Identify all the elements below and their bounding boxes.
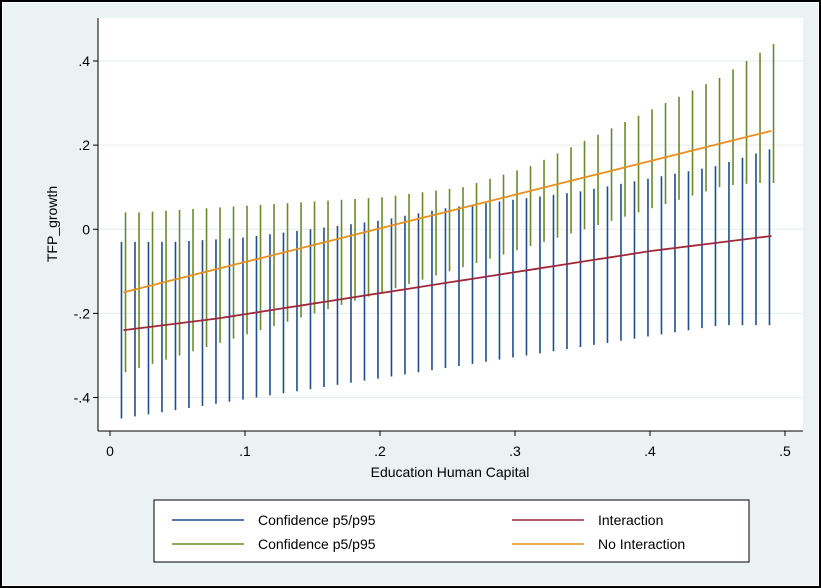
x-tick-label: .3 [509,443,521,459]
series-lines [123,129,772,332]
y-tick-label: -.2 [74,305,91,321]
x-tick-label: .1 [239,443,251,459]
y-tick-label: -.4 [74,390,91,406]
legend-label: Confidence p5/p95 [258,512,376,528]
legend: Confidence p5/p95 Interaction Confidence p… [153,499,750,563]
x-tick-label: .5 [779,443,791,459]
y-tick-label: .4 [78,53,90,69]
y-tick-label: 0 [82,221,90,237]
legend-label: Interaction [598,512,663,528]
x-tick-label: .4 [644,443,656,459]
no-interaction-line [123,129,772,294]
plot-area [98,18,803,431]
legend-item: Confidence p5/p95 [172,536,376,552]
y-tick-label: .2 [78,137,90,153]
interaction-line [123,235,772,332]
legend-label: Confidence p5/p95 [258,536,376,552]
legend-item: Interaction [512,512,663,528]
legend-item: Confidence p5/p95 [172,512,376,528]
legend-label: No Interaction [598,536,685,552]
x-tick-label: 0 [106,443,114,459]
y-axis: -.4 -.2 0 .2 .4 [74,18,99,431]
legend-box [153,499,750,563]
x-tick-label: .2 [374,443,386,459]
confidence-range-series-1 [120,149,771,419]
legend-item: No Interaction [512,536,685,552]
y-axis-title: TFP_growth [44,186,60,262]
x-axis-title: Education Human Capital [371,464,530,480]
x-axis: 0 .1 .2 .3 .4 .5 [98,430,803,459]
